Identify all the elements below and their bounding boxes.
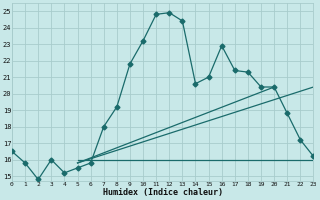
X-axis label: Humidex (Indice chaleur): Humidex (Indice chaleur) — [103, 188, 223, 197]
